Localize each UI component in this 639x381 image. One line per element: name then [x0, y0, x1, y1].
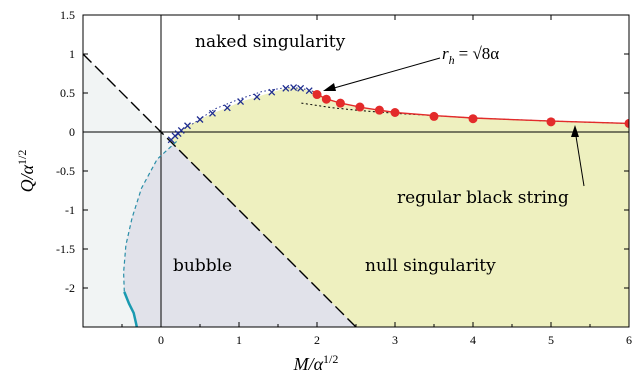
y-tick-label: 1.5: [60, 8, 75, 22]
regular-region: [171, 87, 629, 327]
y-tick-label: -0.5: [56, 164, 75, 178]
y-tick-label: -2: [65, 281, 75, 295]
cross-marker: [177, 126, 185, 134]
cross-marker: [253, 93, 261, 101]
cross-marker: [196, 116, 204, 123]
y-tick-label: -1.5: [56, 242, 75, 256]
dot-marker: [335, 98, 345, 108]
black-dashed-line: [83, 53, 357, 327]
cross-marker: [237, 98, 245, 106]
cross-marker: [282, 84, 290, 92]
null-singularity-label: null singularity: [365, 256, 496, 276]
annotation-arrowhead-lower: [571, 125, 579, 137]
x-tick-label: 3: [392, 333, 398, 347]
y-tick-label: 0.5: [60, 86, 75, 100]
svg-text:rh= √8α: rh = √8α: [442, 44, 499, 67]
cross-marker: [209, 109, 216, 117]
annotation-arrow-upper: [326, 57, 441, 91]
x-tick-label: 1: [236, 333, 242, 347]
x-tick-label: 4: [470, 333, 476, 347]
dot-marker: [321, 94, 331, 104]
dot-marker: [429, 111, 439, 121]
regular-black-string-label: regular black string: [397, 188, 569, 208]
x-tick-label: 5: [548, 333, 554, 347]
cross-marker: [223, 104, 231, 112]
dot-marker: [468, 114, 478, 124]
annotation-arrowhead-upper: [323, 83, 336, 91]
y-tick-label: 1: [69, 47, 75, 61]
dot-marker: [546, 117, 556, 127]
left-region: [83, 54, 177, 327]
cross-marker: [290, 84, 298, 91]
x-tick-label: 0: [158, 333, 164, 347]
y-axis-title: Q/α1/2: [15, 150, 37, 193]
bubble-region: [123, 141, 356, 327]
annotation-arrow-lower: [574, 129, 585, 187]
x-tick-label: 6: [626, 333, 632, 347]
cross-marker: [297, 84, 305, 92]
cross-marker: [268, 88, 276, 96]
regular-string-annotation: [571, 125, 585, 187]
dot-marker: [390, 108, 400, 117]
dot-marker: [624, 118, 629, 128]
x-tick-label: 2: [314, 333, 320, 347]
cross-marker: [305, 87, 313, 95]
annotation-lhs: r: [442, 44, 449, 63]
dot-marker: [374, 105, 384, 115]
dot-marker: [312, 90, 322, 100]
horizon-annotation: rh = √8α: [323, 44, 499, 91]
annotation-sub: h: [449, 53, 455, 67]
y-tick-label: 0: [69, 125, 75, 139]
y-tick-label: -1: [65, 203, 75, 217]
naked-singularity-label: naked singularity: [195, 32, 346, 52]
dot-marker: [355, 102, 365, 112]
annotation-rhs: = √8α: [459, 44, 500, 63]
bubble-label: bubble: [173, 256, 232, 276]
teal-solid-curve: [123, 291, 139, 327]
cross-marker: [184, 122, 191, 130]
x-axis-title: M/α1/2: [293, 352, 339, 374]
